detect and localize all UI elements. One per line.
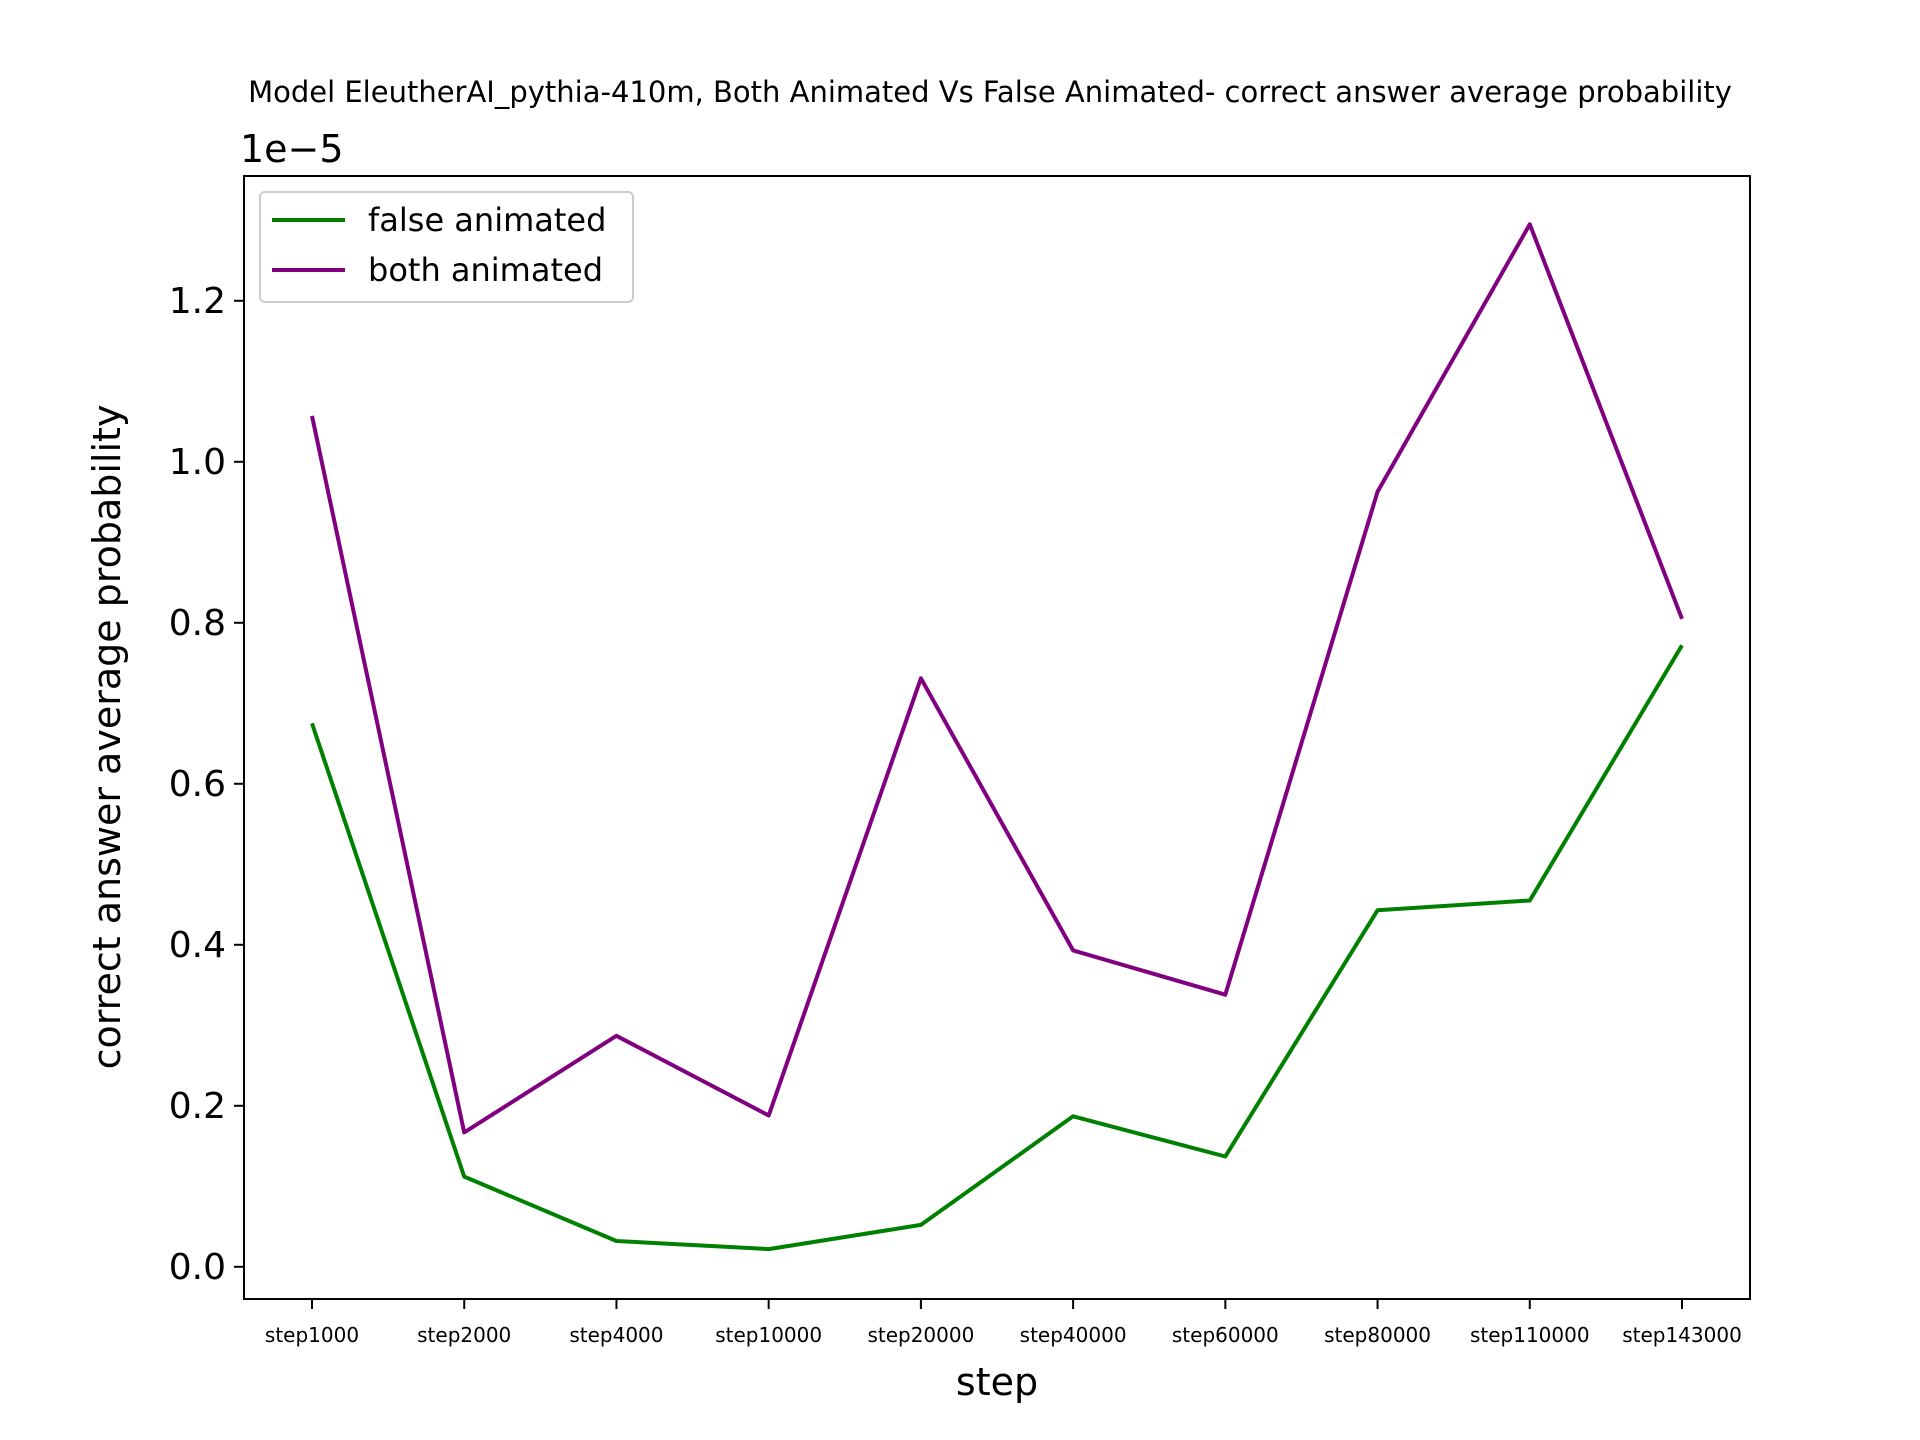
x-tick-label: step1000 bbox=[265, 1323, 359, 1347]
series-line-both-animated bbox=[310, 222, 1684, 1135]
y-tick-label: 0.0 bbox=[169, 1247, 226, 1288]
x-tick-label: step2000 bbox=[417, 1323, 511, 1347]
legend: false animated both animated bbox=[259, 191, 634, 303]
chart-title: Model EleutherAI_pythia-410m, Both Anima… bbox=[248, 75, 1732, 109]
legend-label-both-animated: both animated bbox=[368, 251, 603, 289]
legend-box bbox=[259, 191, 634, 303]
x-axis-ticks: step1000 step2000 step4000 step10000 step200… bbox=[265, 1299, 1742, 1347]
y-axis-ticks: 0.0 0.2 0.4 0.6 0.8 1.0 1.2 bbox=[169, 281, 244, 1288]
y-tick-label: 1.2 bbox=[169, 281, 226, 322]
y-tick-label: 0.8 bbox=[169, 603, 226, 644]
x-tick-label: step110000 bbox=[1470, 1323, 1590, 1347]
x-tick-label: step60000 bbox=[1172, 1323, 1279, 1347]
y-tick-label: 0.2 bbox=[169, 1086, 226, 1127]
y-axis-label: correct answer average probability bbox=[85, 405, 129, 1070]
y-axis-offset-label: 1e−5 bbox=[240, 127, 344, 171]
x-tick-label: step4000 bbox=[569, 1323, 663, 1347]
series-line-false-animated bbox=[310, 644, 1684, 1252]
x-tick-label: step143000 bbox=[1622, 1323, 1742, 1347]
series-lines bbox=[310, 222, 1684, 1252]
y-tick-label: 0.4 bbox=[169, 925, 226, 966]
x-tick-label: step20000 bbox=[867, 1323, 974, 1347]
y-tick-label: 0.6 bbox=[169, 764, 226, 805]
legend-label-false-animated: false animated bbox=[368, 201, 606, 239]
x-tick-label: step80000 bbox=[1324, 1323, 1431, 1347]
y-tick-label: 1.0 bbox=[169, 442, 226, 483]
x-axis-label: step bbox=[956, 1360, 1038, 1404]
x-tick-label: step10000 bbox=[715, 1323, 822, 1347]
x-tick-label: step40000 bbox=[1020, 1323, 1127, 1347]
plot-frame bbox=[243, 175, 1751, 1300]
